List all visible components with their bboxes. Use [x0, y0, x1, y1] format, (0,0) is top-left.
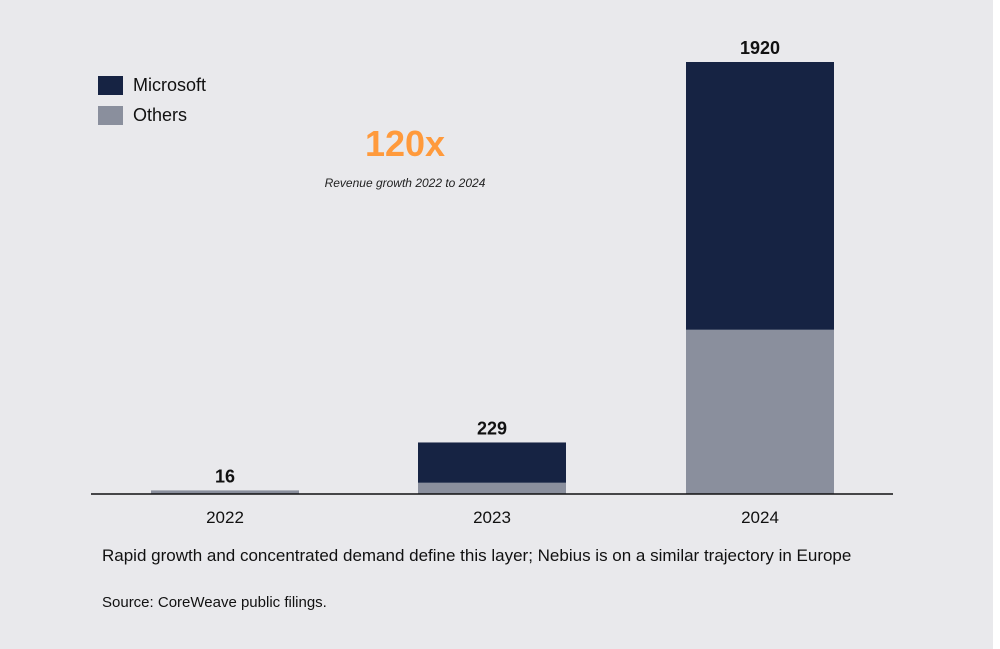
bar-microsoft-2023	[418, 442, 566, 483]
x-tick-2023: 2023	[473, 508, 511, 527]
x-tick-2022: 2022	[206, 508, 244, 527]
total-label-2023: 229	[477, 418, 507, 438]
bar-others-2022	[151, 490, 299, 494]
legend-label-microsoft: Microsoft	[133, 74, 207, 95]
bar-microsoft-2024	[686, 62, 834, 330]
x-tick-2024: 2024	[741, 508, 779, 527]
bar-others-2023	[418, 482, 566, 494]
bar-others-2024	[686, 329, 834, 494]
source-note: Source: CoreWeave public filings.	[102, 594, 327, 611]
panel-edge	[993, 0, 1000, 649]
legend-swatch-microsoft	[98, 75, 123, 95]
legend: Microsoft Others	[98, 70, 206, 130]
legend-label-others: Others	[133, 104, 188, 125]
total-label-2022: 16	[215, 466, 235, 486]
chart-caption: Rapid growth and concentrated demand def…	[102, 546, 852, 565]
legend-item-others: Others	[98, 100, 206, 130]
growth-multiple: 120x	[364, 123, 446, 164]
total-label-2024: 1920	[740, 38, 780, 58]
growth-description: Revenue growth 2022 to 2024	[324, 176, 486, 190]
legend-item-microsoft: Microsoft	[98, 70, 206, 100]
legend-swatch-others	[98, 105, 123, 125]
growth-callout: 120x Revenue growth 2022 to 2024	[305, 122, 505, 190]
